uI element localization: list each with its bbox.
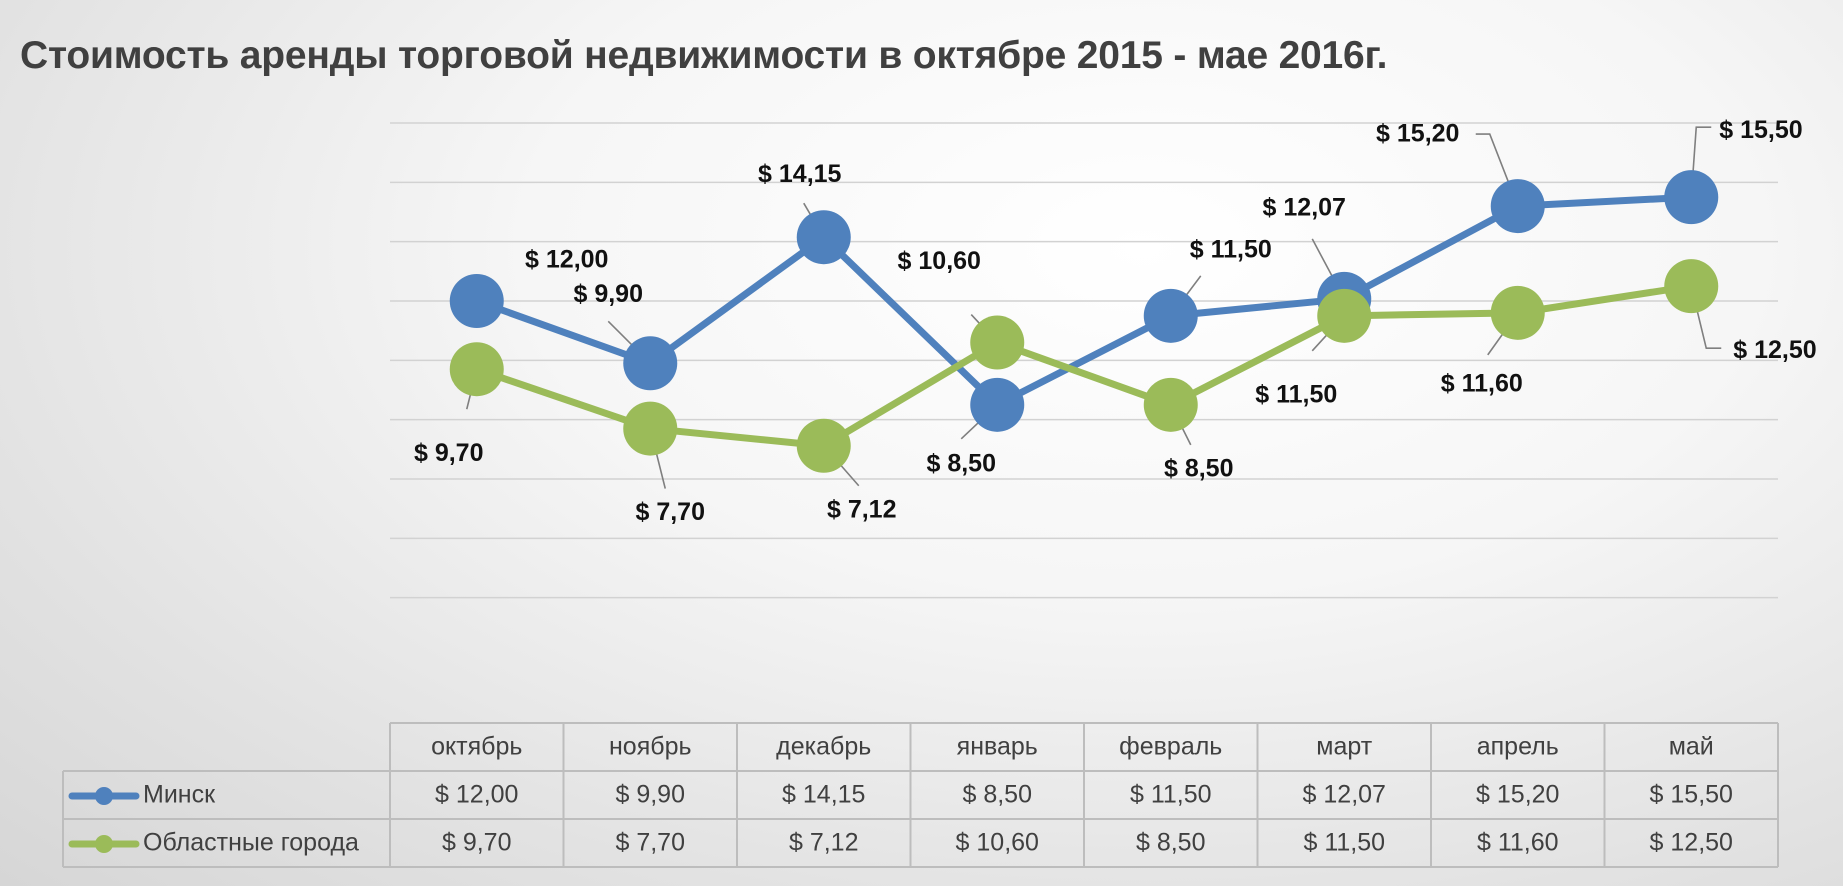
- table-cell-regional: $ 7,12: [789, 829, 859, 857]
- data-label-minsk: $ 14,15: [758, 160, 842, 188]
- table-cell-minsk: $ 9,90: [615, 781, 685, 809]
- data-label-regional: $ 10,60: [898, 247, 981, 275]
- x-tick-label: декабрь: [776, 733, 871, 761]
- data-label-minsk: $ 15,50: [1719, 116, 1802, 144]
- data-label-minsk: $ 12,07: [1263, 194, 1346, 222]
- data-point-minsk: [796, 210, 851, 265]
- x-tick-label: март: [1316, 733, 1372, 761]
- table-cell-minsk: $ 12,07: [1303, 781, 1386, 809]
- chart-title: Стоимость аренды торговой недвижимости в…: [20, 34, 1388, 77]
- data-point-minsk: [449, 274, 504, 328]
- table-cell-minsk: $ 14,15: [782, 781, 865, 809]
- table-cell-regional: $ 11,60: [1477, 829, 1559, 857]
- x-tick-label: ноябрь: [609, 733, 692, 761]
- table-cell-regional: $ 8,50: [1136, 829, 1206, 857]
- series-lines: [449, 170, 1719, 473]
- table-cell-minsk: $ 12,00: [435, 781, 518, 809]
- x-tick-label: октябрь: [431, 733, 522, 761]
- table-cell-regional: $ 7,70: [615, 829, 685, 857]
- data-label-minsk: $ 11,50: [1190, 235, 1272, 263]
- legend-label-minsk: Минск: [143, 781, 216, 809]
- data-label-minsk: $ 12,00: [525, 246, 608, 274]
- data-table: октябрь ноябрь декабрь январь февраль март апр…: [62, 722, 1779, 868]
- table-cell-regional: $ 9,70: [442, 829, 512, 857]
- data-point-regional: [623, 401, 678, 456]
- data-label-minsk: $ 15,20: [1376, 120, 1459, 148]
- data-point-minsk: [1490, 179, 1545, 234]
- legend-label-regional: Областные города: [143, 829, 359, 857]
- data-label-minsk: $ 8,50: [926, 449, 996, 477]
- table-cell-minsk: $ 15,50: [1650, 781, 1733, 809]
- x-tick-label: апрель: [1477, 733, 1559, 761]
- x-tick-label: январь: [957, 733, 1038, 761]
- data-label-regional: $ 11,50: [1255, 380, 1337, 408]
- series-line-regional: [475, 282, 1692, 450]
- legend-marker-regional: [95, 835, 113, 853]
- table-cell-minsk: $ 15,20: [1476, 781, 1559, 809]
- data-label-regional: $ 7,70: [635, 498, 705, 526]
- x-tick-label: май: [1669, 733, 1714, 761]
- data-point-regional: [1143, 377, 1198, 432]
- table-cell-minsk: $ 8,50: [962, 781, 1032, 809]
- table-cell-regional: $ 10,60: [956, 829, 1039, 857]
- data-label-regional: $ 11,60: [1441, 369, 1523, 397]
- legend-marker-minsk: [95, 787, 113, 805]
- data-labels: $ 12,00 $ 9,90 $ 14,15 $ 8,50 $ 11,50 $ 12,07…: [414, 116, 1817, 526]
- data-label-regional: $ 9,70: [414, 439, 484, 467]
- data-label-minsk: $ 9,90: [573, 280, 643, 308]
- data-point-regional: [1490, 285, 1545, 340]
- series-line-minsk: [475, 193, 1692, 409]
- table-cell-regional: $ 11,50: [1303, 829, 1385, 857]
- data-point-regional: [1664, 259, 1719, 314]
- data-point-minsk: [1664, 170, 1719, 225]
- data-point-regional: [1317, 288, 1372, 343]
- x-tick-label: февраль: [1119, 733, 1222, 761]
- data-label-regional: $ 12,50: [1733, 336, 1816, 364]
- data-point-regional: [970, 315, 1025, 370]
- data-point-regional: [796, 418, 851, 473]
- table-cell-regional: $ 12,50: [1650, 829, 1733, 857]
- data-label-regional: $ 8,50: [1164, 454, 1234, 482]
- table-cell-minsk: $ 11,50: [1130, 781, 1212, 809]
- data-point-minsk: [623, 336, 678, 391]
- data-point-minsk: [1143, 288, 1198, 343]
- data-point-regional: [449, 342, 504, 397]
- data-label-regional: $ 7,12: [827, 495, 897, 523]
- data-point-minsk: [970, 377, 1025, 432]
